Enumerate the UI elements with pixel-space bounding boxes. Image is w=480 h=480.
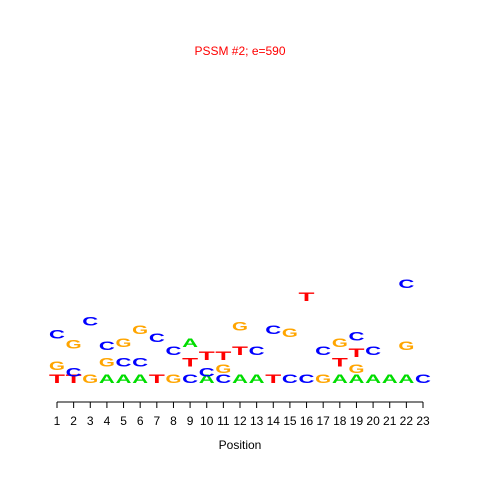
logo-letter: C — [149, 331, 166, 345]
logo-letter: G — [82, 372, 98, 386]
logo-letter: G — [398, 339, 414, 353]
x-tick-label: 14 — [267, 414, 281, 428]
logo-letter: C — [415, 372, 432, 386]
logo-letter: C — [165, 344, 182, 358]
logo-letter: G — [49, 359, 65, 373]
logo-letter: C — [365, 344, 382, 358]
x-axis-label: Position — [219, 438, 262, 452]
logo-letter: C — [282, 372, 299, 386]
logo-letter: C — [66, 365, 83, 379]
logo-letter: C — [182, 372, 199, 386]
logo-letter: C — [265, 323, 282, 337]
x-tick-label: 2 — [70, 414, 77, 428]
logo-letter: A — [249, 372, 266, 386]
logo-letter: A — [132, 372, 149, 386]
logo-letter: C — [348, 329, 365, 343]
logo-letter: A — [116, 372, 133, 386]
logo-letter: A — [365, 372, 382, 386]
logo-letter: C — [49, 328, 66, 342]
logo-letter: G — [315, 372, 331, 386]
x-tick-label: 1 — [54, 414, 61, 428]
logo-letter: T — [66, 372, 83, 386]
logo-letter: C — [398, 277, 415, 291]
logo-letter: A — [332, 372, 349, 386]
x-tick-label: 23 — [416, 414, 430, 428]
x-tick-label: 10 — [200, 414, 214, 428]
logo-letter: A — [398, 372, 415, 386]
logo-letter: G — [348, 362, 364, 376]
logo-letter: C — [116, 356, 133, 370]
logo-letter: T — [348, 346, 365, 360]
logo-letter: A — [199, 372, 216, 386]
x-tick-label: 11 — [217, 414, 230, 428]
logo-letter: A — [99, 372, 116, 386]
logo-letter: G — [66, 338, 82, 352]
x-tick-label: 7 — [153, 414, 160, 428]
x-tick-label: 22 — [400, 414, 414, 428]
logo-letter: T — [265, 372, 282, 386]
logo-letter: G — [99, 356, 115, 370]
x-tick-label: 5 — [120, 414, 127, 428]
chart-title: PSSM #2; e=590 — [194, 44, 285, 58]
x-tick-label: 15 — [283, 414, 297, 428]
logo-letter: T — [232, 344, 249, 358]
logo-letter: C — [249, 344, 266, 358]
logo-letter: C — [132, 356, 149, 370]
logo-letter: T — [182, 356, 199, 370]
logo-letter: C — [299, 372, 316, 386]
logo-letter: G — [165, 372, 181, 386]
logo-letter: G — [332, 336, 348, 350]
logo-letter: G — [215, 362, 231, 376]
x-tick-label: 19 — [350, 414, 364, 428]
x-tick-label: 3 — [87, 414, 94, 428]
x-tick-label: 4 — [104, 414, 111, 428]
logo-letter: T — [199, 349, 216, 363]
logo-letter: A — [232, 372, 249, 386]
x-tick-label: 17 — [317, 414, 331, 428]
logo-letter: C — [199, 365, 216, 379]
logo-letter: C — [215, 372, 232, 386]
logo-letter: A — [382, 372, 399, 386]
logo-letter: C — [99, 339, 116, 353]
logo-letter: G — [232, 320, 248, 334]
logo-letter: A — [182, 336, 199, 350]
logo-letter: G — [116, 336, 132, 350]
x-tick-label: 6 — [137, 414, 144, 428]
x-tick-label: 20 — [366, 414, 380, 428]
x-tick-label: 13 — [250, 414, 264, 428]
x-tick-label: 21 — [383, 414, 397, 428]
logo-letter: G — [132, 323, 148, 337]
x-tick-label: 12 — [233, 414, 247, 428]
logo-letter: T — [299, 290, 316, 304]
logo-letter: C — [315, 344, 332, 358]
logo-letter: T — [332, 356, 349, 370]
logo-letter: T — [49, 372, 66, 386]
x-tick-label: 8 — [170, 414, 177, 428]
logo-letter: G — [282, 326, 298, 340]
x-tick-label: 18 — [333, 414, 347, 428]
x-tick-label: 16 — [300, 414, 314, 428]
logo-letter: T — [215, 349, 232, 363]
x-tick-label: 9 — [187, 414, 194, 428]
logo-letter: A — [348, 372, 365, 386]
logo-letter: T — [149, 372, 166, 386]
logo-letter: C — [82, 315, 99, 329]
